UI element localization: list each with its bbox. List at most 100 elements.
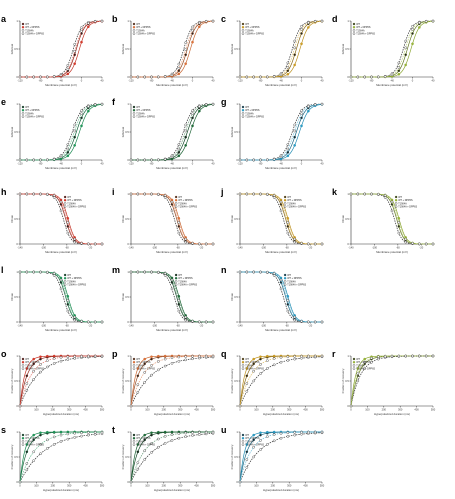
legend-entry: WT [178, 196, 182, 199]
legend-entry: T1904A + DPP6S [245, 444, 264, 447]
legend-marker [21, 29, 25, 32]
x-tick-label: -120 [128, 79, 134, 83]
data-point [390, 354, 394, 358]
y-tick-label: 0.5 [345, 47, 349, 51]
data-point [279, 436, 283, 440]
x-tick-label: -40 [170, 162, 174, 166]
data-point [211, 430, 215, 434]
legend-marker [241, 433, 245, 437]
data-point [177, 154, 181, 158]
data-point [52, 435, 56, 439]
data-point [80, 124, 83, 128]
data-point [397, 217, 401, 220]
data-point [356, 192, 360, 196]
legend-entry: WT + DPP6S [356, 361, 371, 364]
y-tick-label: 1 [127, 354, 129, 358]
panel-label: k [332, 187, 338, 197]
data-point [411, 42, 414, 46]
data-point [163, 364, 167, 368]
panel-l: l -140 -100 -60 -20 0 0.5 1 Membrane potential (… [1, 265, 104, 332]
legend-marker [21, 112, 25, 115]
x-tick-label: -20 [88, 324, 92, 328]
x-tick-label: 40 [321, 79, 324, 83]
legend-entry: T1904A [178, 202, 187, 205]
data-point [349, 75, 353, 79]
legend-marker [21, 437, 25, 440]
x-tick-label: 40 [101, 79, 104, 83]
x-tick-label: 40 [212, 79, 215, 83]
legend-entry: T1904A + DPP6S [245, 368, 264, 371]
legend-marker [241, 108, 245, 112]
x-axis-title: Membrane potential (mV) [156, 250, 188, 254]
x-tick-label: -20 [88, 246, 92, 250]
data-point [293, 123, 296, 127]
legend-entry: T1904A [356, 364, 365, 367]
data-point [266, 443, 269, 446]
legend-marker [394, 198, 398, 202]
x-tick-label: 400 [303, 484, 308, 488]
data-point [397, 69, 401, 73]
data-point [66, 64, 70, 67]
data-point [143, 362, 146, 366]
x-tick-label: 200 [162, 484, 167, 488]
y-tick-label: 0 [347, 404, 349, 408]
data-point [238, 270, 242, 274]
data-point [80, 434, 83, 438]
x-tick-label: 400 [83, 484, 88, 488]
data-point [286, 359, 290, 362]
x-tick-label: -60 [65, 324, 69, 328]
data-point [404, 53, 407, 57]
legend-marker [21, 357, 25, 361]
data-point [293, 129, 296, 133]
x-tick-label: 0 [130, 484, 132, 488]
y-tick-label: 0 [127, 480, 129, 484]
legend-marker [241, 29, 245, 32]
y-axis-title: I/Imax [230, 293, 234, 301]
legend-entry: T1904A + DPP6S [136, 444, 155, 447]
data-point [66, 67, 70, 71]
data-point [184, 318, 187, 322]
legend-marker [283, 202, 287, 205]
y-tick-label: 0 [236, 404, 238, 408]
x-tick-label: -40 [59, 79, 63, 83]
data-point [25, 462, 29, 465]
x-tick-label: 0 [192, 79, 194, 83]
data-point [300, 27, 303, 31]
panel-u: u 0 100 200 300 400 500 0 0.5 1 Hyperpolarized dur… [221, 425, 325, 492]
data-point [73, 123, 76, 127]
data-point [39, 452, 42, 456]
y-tick-label: 0 [16, 242, 18, 246]
data-point [293, 240, 296, 244]
x-tick-label: -80 [370, 79, 374, 83]
x-tick-label: -140 [237, 246, 243, 250]
y-tick-label: 0.5 [345, 379, 349, 383]
y-axis-title: I/Imax [121, 215, 125, 223]
legend-entry: WT + DPP6S [136, 26, 151, 29]
legend-marker [132, 440, 136, 443]
data-point [163, 158, 167, 161]
x-tick-label: -100 [41, 246, 47, 250]
data-point [418, 242, 421, 246]
data-point [266, 354, 269, 358]
x-tick-label: -100 [372, 246, 378, 250]
y-tick-label: 1 [347, 354, 349, 358]
data-point [266, 359, 269, 362]
panel-g: g -120 -80 -40 0 40 0 0.5 1 Membrane potential (m… [221, 97, 324, 170]
y-tick-label: 0 [127, 242, 129, 246]
data-point [59, 440, 63, 443]
data-point [66, 151, 70, 154]
data-point [18, 270, 22, 274]
panel-h: h -140 -100 -60 -20 0 0.5 1 Membrane potential (… [1, 187, 104, 254]
data-point [272, 363, 276, 367]
x-tick-label: 300 [178, 484, 183, 488]
y-axis-title: Fraction of recovery [121, 444, 125, 469]
data-point [272, 354, 276, 358]
data-point [52, 272, 56, 275]
legend-entry: WT + DPP6S [245, 361, 260, 364]
data-point [32, 75, 35, 79]
data-point [307, 354, 310, 358]
data-point [100, 102, 104, 106]
data-point [293, 357, 296, 361]
legend-marker [283, 273, 287, 277]
data-point [404, 63, 407, 67]
